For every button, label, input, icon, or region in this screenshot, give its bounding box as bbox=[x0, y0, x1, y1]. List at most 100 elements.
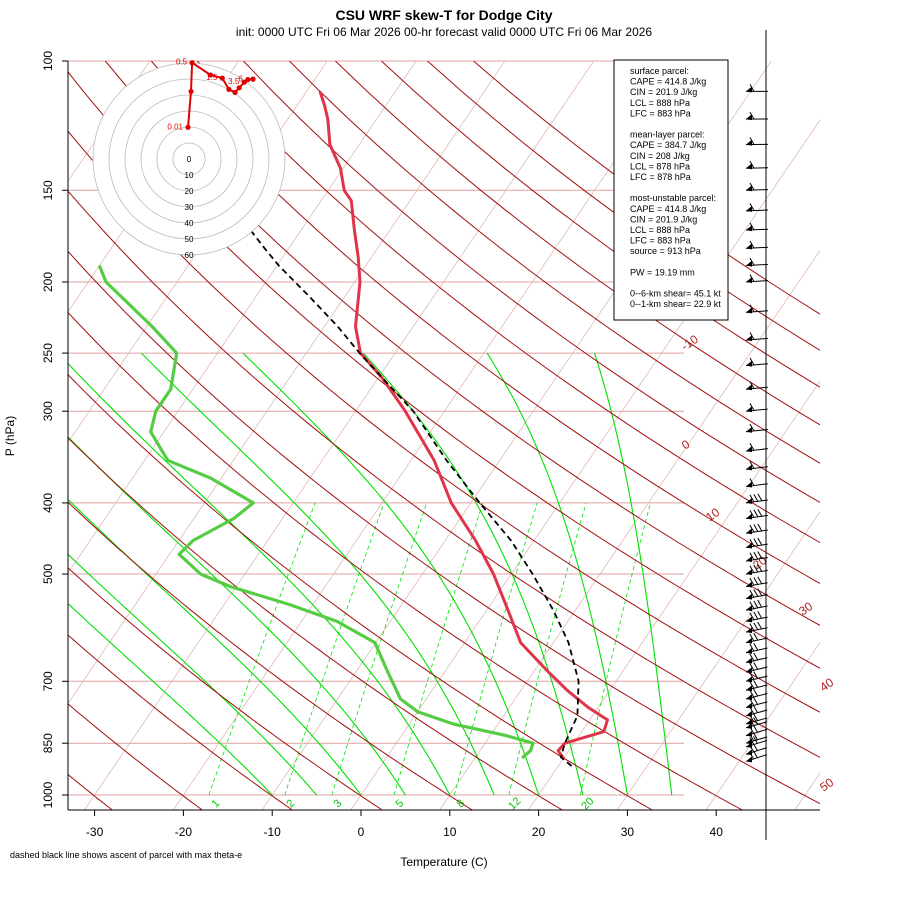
x-axis-ticks: -30 -20 -10 0 10 20 30 40 bbox=[86, 810, 723, 839]
footnote: dashed black line shows ascent of parcel… bbox=[10, 850, 242, 860]
wind-barb bbox=[745, 588, 768, 600]
chart-title: CSU WRF skew-T for Dodge City bbox=[335, 7, 552, 23]
mixing-ratio-label: 5 bbox=[393, 797, 406, 810]
hodograph-point-label: 0.01 bbox=[167, 122, 183, 131]
y-axis-label: P (hPa) bbox=[3, 416, 17, 456]
info-line: LCL = 888 hPa bbox=[630, 225, 690, 235]
info-line: LFC = 883 hPa bbox=[630, 108, 691, 118]
wind-barbs bbox=[745, 84, 769, 763]
hodograph-background bbox=[93, 63, 285, 255]
wind-barb bbox=[745, 442, 768, 453]
dry-adiabat-label: 10 bbox=[703, 505, 722, 524]
hodograph-ring-label: 0 bbox=[187, 155, 192, 164]
mixing-ratio-line bbox=[508, 502, 587, 796]
moist-adiabat-line bbox=[242, 352, 540, 796]
wind-barb bbox=[745, 274, 768, 283]
hodograph-ring-label: 40 bbox=[185, 219, 194, 228]
dry-adiabat-line bbox=[68, 190, 820, 758]
isotherm-line bbox=[83, 61, 595, 810]
isotherm-line bbox=[172, 61, 683, 810]
hodograph-ring-label: 50 bbox=[185, 235, 194, 244]
wind-barb bbox=[745, 688, 768, 701]
hodograph-ring-label: 60 bbox=[185, 251, 194, 260]
hodograph-ring bbox=[92, 62, 286, 256]
wind-barb bbox=[745, 461, 768, 471]
wind-barb bbox=[745, 671, 768, 683]
wind-barb bbox=[745, 599, 768, 612]
y-tick-label: 400 bbox=[41, 493, 55, 513]
wind-barb bbox=[745, 576, 768, 588]
dry-adiabat-label: 30 bbox=[796, 599, 815, 618]
dry-adiabat-line bbox=[68, 311, 744, 810]
hodograph-ring-label: 30 bbox=[185, 203, 194, 212]
info-line: 0--6-km shear= 45.1 kt bbox=[630, 289, 721, 299]
hodograph-point bbox=[189, 60, 195, 66]
info-line: mean-layer parcel: bbox=[630, 130, 705, 140]
moist-adiabat-line bbox=[68, 553, 318, 796]
isotherm-line bbox=[350, 119, 820, 810]
info-line: most-unstable parcel: bbox=[630, 193, 716, 203]
x-tick-label: -30 bbox=[86, 825, 104, 839]
mixing-ratio-label: 2 bbox=[284, 797, 297, 810]
mixing-ratio-lines bbox=[208, 502, 651, 796]
x-tick-label: 10 bbox=[443, 825, 457, 839]
dry-adiabat-line bbox=[196, 61, 820, 544]
temperature-line bbox=[318, 90, 609, 761]
wind-barb bbox=[745, 564, 768, 576]
y-tick-label: 850 bbox=[41, 733, 55, 753]
y-tick-label: 100 bbox=[41, 51, 55, 71]
hodograph-ring bbox=[172, 142, 206, 176]
y-tick-label: 500 bbox=[41, 564, 55, 584]
y-tick-label: 200 bbox=[41, 272, 55, 292]
wind-barb bbox=[745, 642, 768, 654]
hodograph-point bbox=[245, 77, 251, 83]
wind-barb bbox=[745, 304, 768, 314]
dry-adiabat-line bbox=[68, 130, 820, 713]
wind-barb bbox=[745, 632, 768, 644]
mixing-ratio-line bbox=[284, 502, 385, 796]
wind-barb bbox=[745, 551, 768, 563]
wind-barb bbox=[745, 332, 768, 342]
wind-barb bbox=[745, 523, 768, 535]
info-line: LFC = 883 hPa bbox=[630, 236, 691, 246]
hodograph-point bbox=[232, 89, 238, 96]
isotherm-line bbox=[794, 772, 820, 810]
wind-barb bbox=[745, 137, 769, 146]
dry-adiabat-label: 50 bbox=[817, 775, 836, 794]
mixing-ratio-label: 8 bbox=[454, 797, 467, 810]
hodograph-point-label: 0.5 bbox=[176, 58, 188, 67]
x-axis-label: Temperature (C) bbox=[400, 855, 487, 869]
dry-adiabat-line bbox=[243, 61, 820, 504]
info-line: PW = 19.19 mm bbox=[630, 267, 695, 277]
moist-adiabat-line bbox=[68, 602, 273, 796]
dry-adiabat-line bbox=[68, 437, 564, 810]
hodograph-point-label: 6 bbox=[238, 75, 243, 84]
dry-adiabat-line bbox=[68, 567, 384, 810]
hodograph: 0 10 20 30 40 50 60 0.01 0.5 1.5 3.5 6 bbox=[92, 58, 286, 260]
moist-adiabat-line bbox=[593, 352, 673, 796]
info-line: CIN = 201.9 J/kg bbox=[630, 214, 697, 224]
info-line: CAPE = 414.8 J/kg bbox=[630, 77, 706, 87]
wind-barb bbox=[745, 652, 768, 664]
wind-barb bbox=[745, 160, 769, 170]
dry-adiabat-label: 0 bbox=[679, 437, 693, 452]
hodograph-ring bbox=[108, 78, 270, 240]
chart-subtitle: init: 0000 UTC Fri 06 Mar 2026 00-hr for… bbox=[236, 25, 653, 39]
x-tick-label: -10 bbox=[264, 825, 282, 839]
mixing-ratio-line bbox=[393, 502, 484, 796]
moist-adiabat-line bbox=[68, 362, 451, 796]
wind-barb bbox=[745, 403, 768, 413]
y-tick-label: 300 bbox=[41, 401, 55, 421]
info-line: LFC = 878 hPa bbox=[630, 172, 691, 182]
isotherm-line bbox=[68, 61, 506, 705]
wind-barb bbox=[745, 478, 768, 488]
wind-barb bbox=[745, 724, 768, 737]
dry-adiabat-line bbox=[289, 61, 820, 464]
info-line: CAPE = 384.7 J/kg bbox=[630, 140, 706, 150]
dry-adiabat-label: -10 bbox=[679, 332, 702, 354]
mixing-ratio-label: 1 bbox=[209, 797, 222, 810]
dry-adiabat-line bbox=[68, 501, 474, 810]
wind-barb bbox=[745, 493, 768, 504]
wind-barb bbox=[745, 357, 768, 367]
